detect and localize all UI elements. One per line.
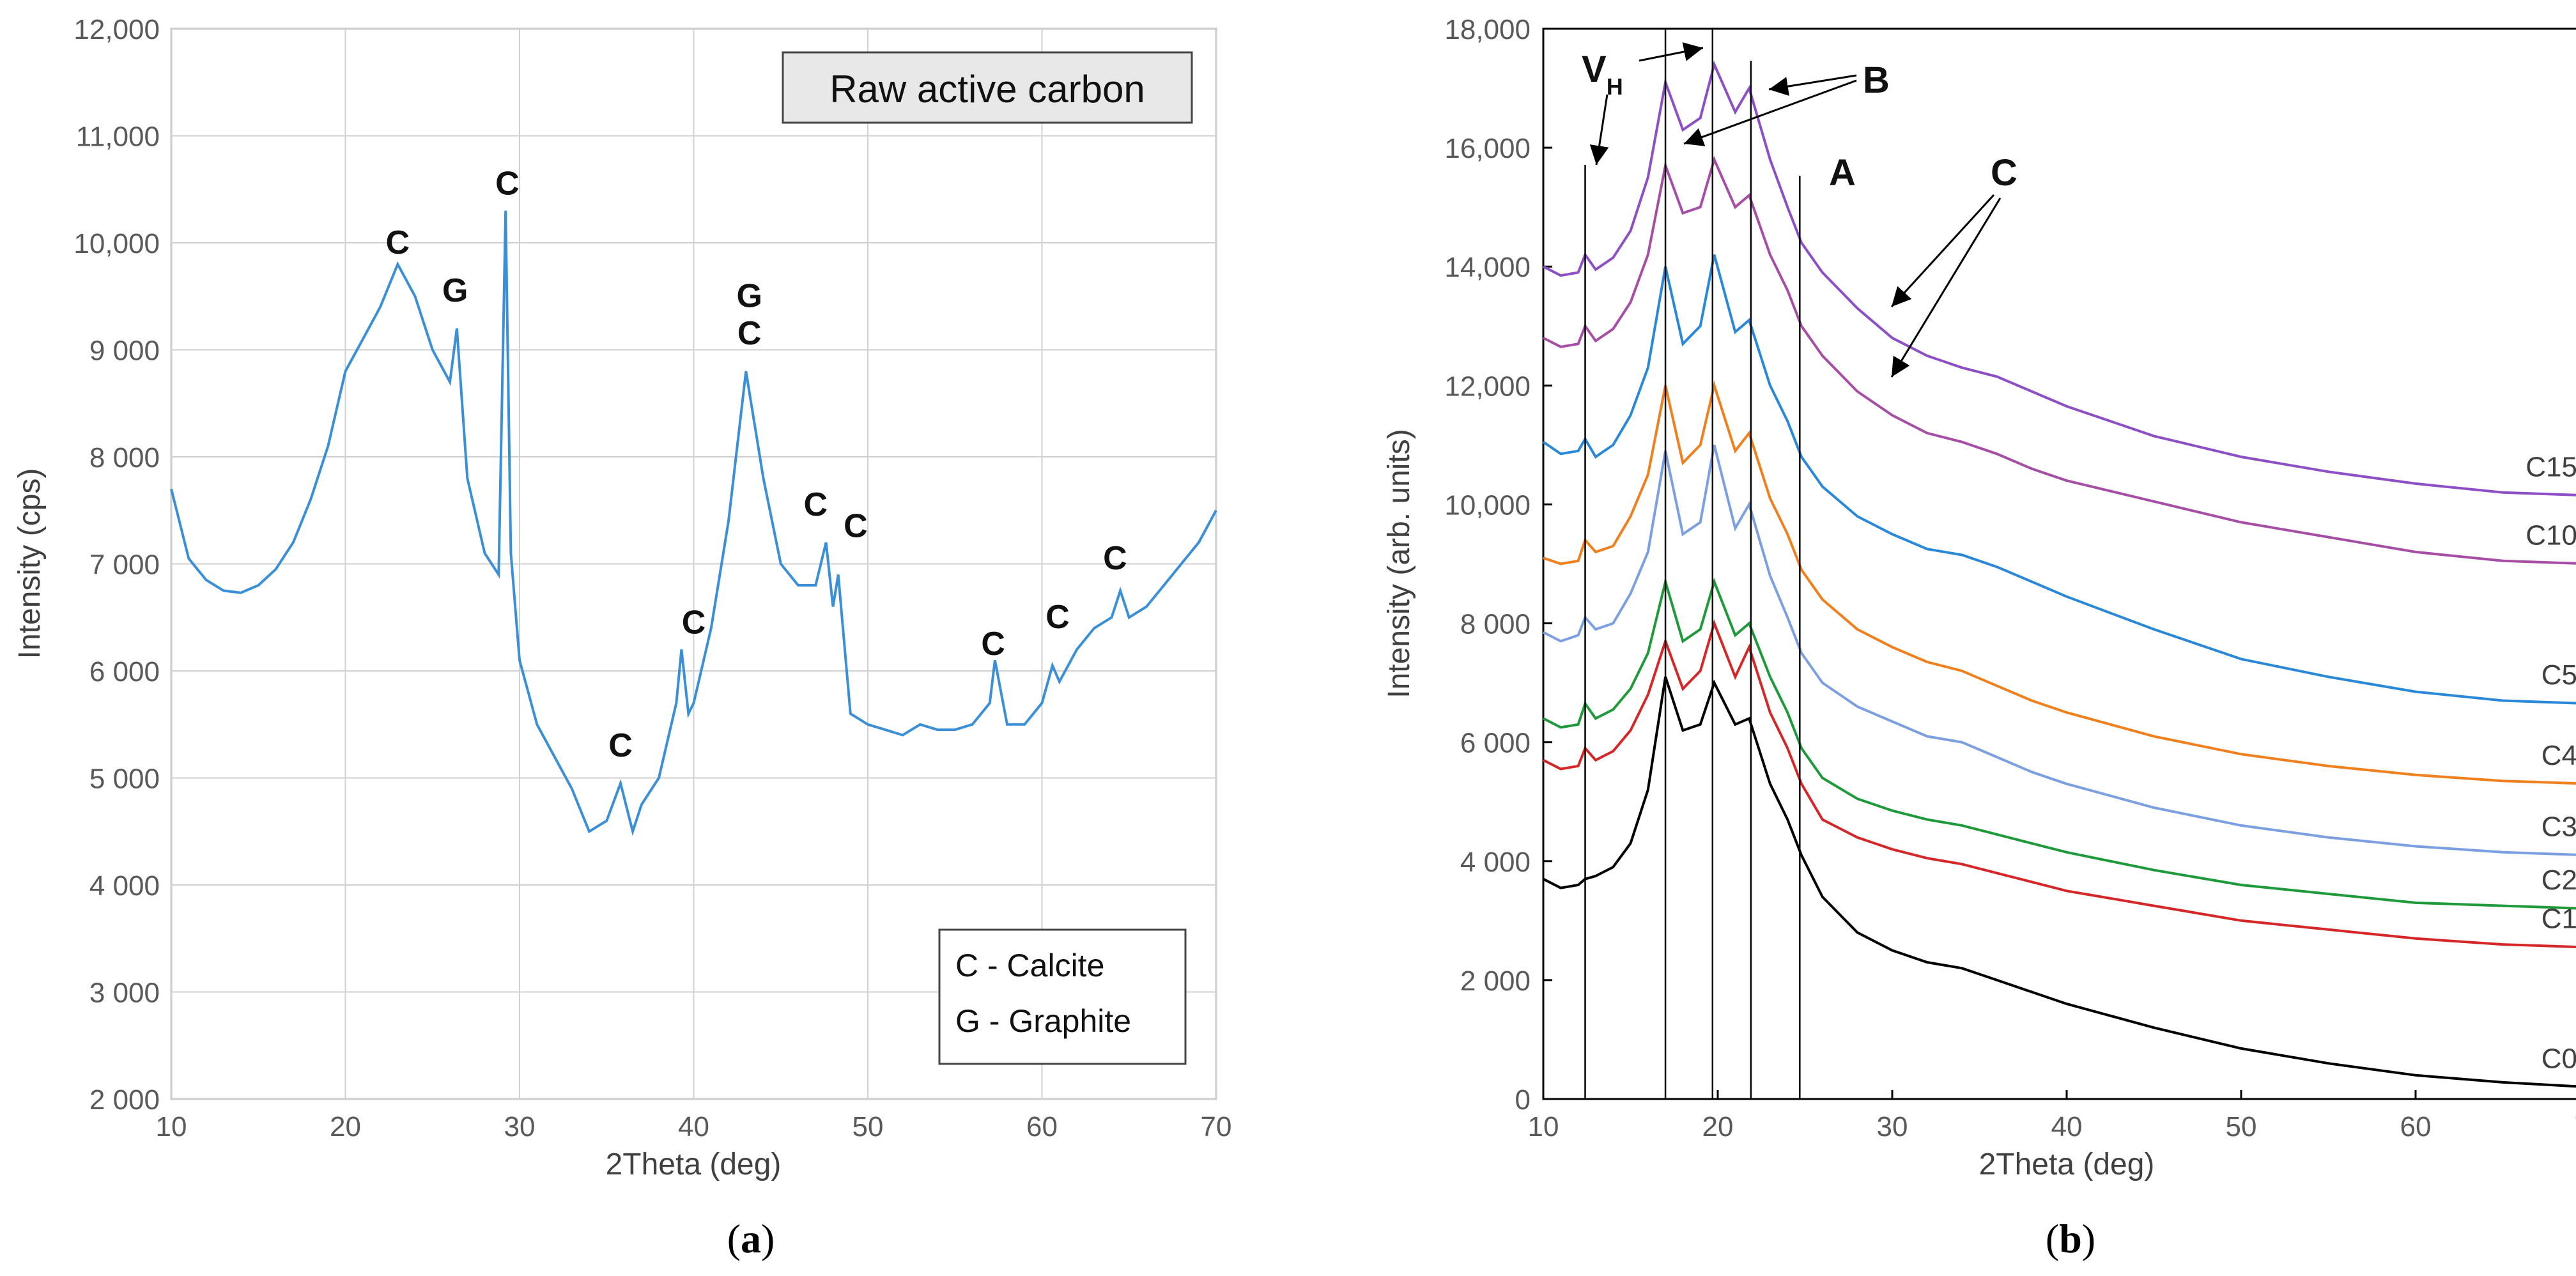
chart-b-y-tick-label: 8 000 [1460, 609, 1531, 640]
chart-b-series-label: C4 [2541, 740, 2576, 771]
chart-a-x-axis-label: 2Theta (deg) [606, 1148, 782, 1181]
chart-b-x-tick-label: 20 [1702, 1111, 1734, 1142]
chart-b-arrow-c-2 [1890, 197, 2001, 378]
chart-b-peak-annotations: VH B A C [1582, 42, 2017, 378]
chart-b-arrow-vh-right [1639, 42, 1704, 62]
chart-b-y-tick-label: 16,000 [1444, 133, 1531, 164]
chart-b-annotation-a: A [1829, 152, 1856, 194]
chart-a-y-tick-label: 2 000 [89, 1084, 160, 1116]
chart-a-peak-label: C [1045, 599, 1070, 636]
chart-b-series-c4 [1543, 380, 2576, 785]
chart-a-x-tick-label: 60 [1026, 1111, 1058, 1142]
chart-b-y-tick-label: 6 000 [1460, 728, 1531, 759]
chart-b-annotation-b: B [1863, 59, 1890, 101]
chart-a-y-tick-label: 8 000 [89, 442, 160, 473]
chart-a-peak-label: C [1103, 540, 1127, 577]
chart-a-y-tick-label: 3 000 [89, 978, 160, 1009]
chart-a-y-tick-label: 5 000 [89, 764, 160, 795]
chart-b-series-label: C2 [2541, 865, 2576, 896]
chart-b-annotation-vh: VH [1582, 49, 1623, 100]
chart-a-peak-label: C [803, 486, 828, 523]
chart-a-peak-label: G [736, 278, 762, 315]
chart-a-x-tick-label: 10 [156, 1111, 187, 1142]
chart-b-x-axis-label: 2Theta (deg) [1979, 1148, 2155, 1181]
chart-a-y-axis-label: Intensity (cps) [13, 468, 47, 659]
chart-a-peak-label: C [682, 604, 706, 641]
chart-b-x-tick-label: 10 [1528, 1111, 1559, 1142]
chart-a-y-tick-label: 4 000 [89, 870, 160, 902]
chart-b-x-tick-label: 40 [2051, 1111, 2083, 1142]
chart-b-x-tick-labels: 10 20 30 40 50 60 70 [1528, 1111, 2576, 1142]
chart-b-series-label: C15 [2526, 451, 2576, 482]
chart-a-x-tick-label: 30 [504, 1111, 536, 1142]
chart-a-y-tick-label: 12,000 [73, 14, 160, 45]
chart-b-y-tick-label: 12,000 [1444, 371, 1531, 402]
chart-b-series-label: C1 [2541, 903, 2576, 935]
chart-a-x-tick-label: 20 [330, 1111, 361, 1142]
chart-b-series-lines [1542, 60, 2576, 1088]
chart-b-arrow-c-1 [1890, 194, 1995, 308]
chart-a: 2 000 3 000 4 000 5 000 6 000 7 000 8 000 9 000… [13, 14, 1231, 1261]
chart-b-series-label: C3 [2541, 811, 2576, 842]
chart-b-y-tick-labels: 0 2 000 4 000 6 000 8 000 10,000 12,000 14,000 1… [1444, 14, 1531, 1116]
chart-a-panel-label: (a) [727, 1216, 775, 1261]
chart-b-series-label: C5 [2541, 659, 2576, 691]
chart-b-y-axis-label: Intensity (arb. units) [1382, 429, 1416, 698]
chart-b-y-tick-label: 10,000 [1444, 489, 1531, 521]
chart-b-x-tick-label: 60 [2400, 1111, 2432, 1142]
chart-b: 0 2 000 4 000 6 000 8 000 10,000 12,000 14,000 1… [1382, 14, 2576, 1261]
chart-b-panel-label: (b) [2046, 1216, 2095, 1261]
chart-a-y-tick-label: 9 000 [89, 335, 160, 367]
chart-a-peak-label: C [844, 508, 868, 545]
chart-b-y-tick-label: 18,000 [1444, 14, 1531, 45]
chart-b-x-tick-label: 30 [1877, 1111, 1908, 1142]
chart-b-y-tick-label: 0 [1515, 1084, 1531, 1116]
chart-b-y-tick-label: 2 000 [1460, 965, 1531, 997]
chart-b-series-label: C0 [2541, 1043, 2576, 1074]
chart-b-y-tick-label: 14,000 [1444, 252, 1531, 283]
chart-a-series-line [170, 210, 1217, 836]
chart-a-legend-entry-graphite: G - Graphite [955, 1003, 1131, 1039]
chart-b-series-c5 [1542, 254, 2576, 705]
chart-b-arrow-vh-left [1589, 94, 1609, 165]
chart-a-y-tick-label: 7 000 [89, 550, 160, 581]
chart-a-legend-entry-calcite: C - Calcite [955, 948, 1104, 983]
chart-b-series-c3 [1543, 444, 2576, 856]
chart-a-title: Raw active carbon [829, 68, 1145, 111]
chart-a-y-tick-labels: 2 000 3 000 4 000 5 000 6 000 7 000 8 000 9 000… [73, 14, 160, 1116]
chart-b-reference-lines [1584, 29, 1801, 1099]
chart-b-arrow-b-2 [1683, 79, 1857, 146]
chart-a-y-tick-label: 10,000 [73, 228, 160, 259]
chart-a-peak-label: C [495, 165, 520, 203]
chart-b-series-labels: C0 C1 C2 C3 C4 C5 C10 C15 [2526, 451, 2576, 1074]
chart-a-gridlines [171, 28, 1217, 1100]
chart-b-annotation-c: C [1991, 152, 2017, 194]
chart-a-x-tick-labels: 10 20 30 40 50 60 70 [156, 1111, 1232, 1142]
chart-b-series-c0 [1543, 676, 2576, 1088]
chart-b-series-c2 [1543, 576, 2576, 910]
chart-b-series-label: C10 [2526, 520, 2576, 551]
chart-a-legend-box [938, 928, 1187, 1065]
chart-a-title-box [782, 51, 1193, 124]
chart-a-peak-label: C [608, 727, 633, 764]
chart-a-y-tick-label: 6 000 [89, 656, 160, 688]
chart-b-series-c10 [1543, 155, 2576, 565]
chart-a-peak-label: G [442, 272, 468, 309]
chart-a-x-tick-label: 50 [852, 1111, 884, 1142]
chart-a-peak-label: C [385, 224, 410, 261]
chart-a-x-tick-label: 70 [1201, 1111, 1232, 1142]
chart-a-y-tick-label: 11,000 [76, 121, 160, 153]
chart-b-series-c15 [1543, 60, 2576, 496]
chart-a-x-tick-label: 40 [678, 1111, 709, 1142]
chart-b-axis-ticks [1542, 27, 2417, 1100]
chart-b-y-tick-label: 4 000 [1460, 847, 1531, 878]
chart-b-x-tick-label: 70 [2575, 1111, 2576, 1142]
chart-a-peak-label: C [981, 626, 1005, 663]
chart-b-series-c1 [1543, 619, 2576, 948]
chart-b-arrow-b-1 [1768, 74, 1857, 96]
chart-b-x-tick-label: 50 [2226, 1111, 2257, 1142]
chart-a-peak-label: C [737, 315, 762, 352]
